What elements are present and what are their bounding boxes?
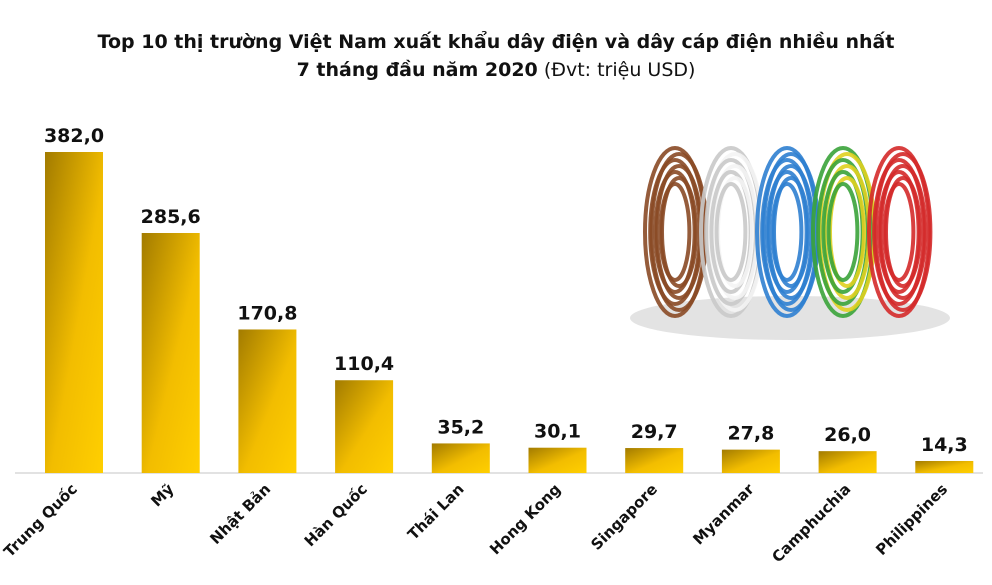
bar-8 (721, 449, 780, 473)
chart-title: Top 10 thị trường Việt Nam xuất khẩu dây… (0, 28, 992, 84)
category-label-9: Camphuchia (768, 480, 854, 566)
bar-6 (528, 447, 587, 473)
value-label-1: 382,0 (44, 125, 104, 147)
chart-subtitle: 7 tháng đầu năm 2020 (296, 59, 538, 81)
bar-3 (238, 329, 297, 473)
bar-10 (915, 460, 974, 473)
category-label-8: Myanmar (689, 480, 758, 549)
value-label-10: 14,3 (921, 434, 968, 456)
bar-5 (431, 443, 490, 473)
category-label-10: Philippines (872, 480, 951, 559)
wire-coil-5 (867, 146, 933, 318)
wire-coil-4 (811, 146, 877, 318)
bar-9 (818, 451, 877, 473)
value-label-4: 110,4 (334, 353, 394, 375)
bar-2 (141, 233, 200, 473)
wire-coil-2 (699, 146, 765, 318)
category-label-3: Nhật Bản (206, 480, 274, 548)
category-label-5: Thái Lan (404, 480, 467, 543)
chart-title-line1: Top 10 thị trường Việt Nam xuất khẩu dây… (97, 31, 895, 53)
bar-1 (45, 152, 103, 473)
value-label-6: 30,1 (534, 421, 581, 443)
bar-7 (625, 448, 684, 473)
category-label-6: Hong Kong (486, 480, 564, 558)
value-label-9: 26,0 (824, 424, 871, 446)
value-label-3: 170,8 (237, 302, 297, 324)
category-label-2: Mỹ (147, 480, 177, 510)
category-label-1: Trung Quốc (0, 479, 81, 560)
value-label-7: 29,7 (631, 421, 678, 443)
wire-shadow (630, 296, 950, 340)
bar-4 (335, 380, 394, 473)
category-label-7: Singapore (587, 480, 661, 554)
value-label-8: 27,8 (727, 423, 774, 445)
wire-coil-1 (643, 146, 709, 318)
category-label-4: Hàn Quốc (300, 479, 371, 550)
wire-coils-image (630, 146, 950, 340)
wire-coil-3 (755, 146, 821, 318)
value-label-2: 285,6 (141, 206, 201, 228)
value-label-5: 35,2 (437, 416, 484, 438)
chart-unit: (Đvt: triệu USD) (543, 59, 696, 81)
